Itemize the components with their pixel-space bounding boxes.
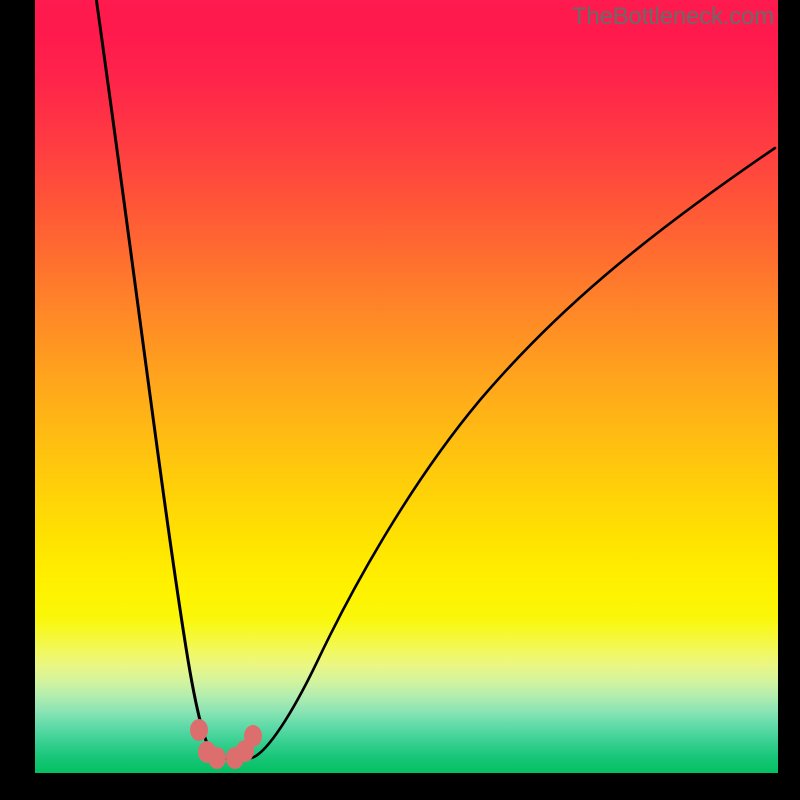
marker-layer xyxy=(35,0,778,773)
marker-point xyxy=(190,719,208,741)
watermark-text: TheBottleneck.com xyxy=(572,3,774,31)
marker-point xyxy=(244,725,262,747)
plot-area xyxy=(35,0,778,773)
markers-group xyxy=(190,719,262,769)
marker-point xyxy=(208,747,226,769)
